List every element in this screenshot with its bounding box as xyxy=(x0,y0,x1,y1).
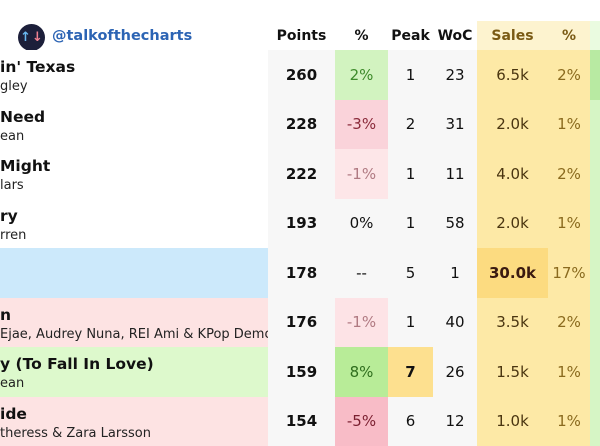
song-title: in' Texas xyxy=(0,58,76,76)
sales-pct: 1% xyxy=(548,198,590,248)
weeks-on-chart: 11 xyxy=(433,149,477,199)
artist-name: ean xyxy=(0,376,25,391)
peak: 1 xyxy=(388,297,433,347)
sales: 4.0k xyxy=(477,149,548,199)
points: 260 xyxy=(268,50,335,100)
peak: 2 xyxy=(388,99,433,149)
peak: 1 xyxy=(388,149,433,199)
next-column xyxy=(590,347,600,397)
col-next xyxy=(590,21,600,50)
points: 159 xyxy=(268,347,335,397)
sales: 30.0k xyxy=(477,248,548,298)
points: 178 xyxy=(268,248,335,298)
points-change: -1% xyxy=(335,297,388,347)
artist-name: lars xyxy=(0,178,24,193)
col-sales: Sales xyxy=(477,21,548,50)
table-row: ide theress & Zara Larsson 154 -5% 6 12 … xyxy=(0,396,600,446)
song-title: y (To Fall In Love) xyxy=(0,355,154,373)
title-cell: n Ejae, Audrey Nuna, REI Ami & KPop Demo xyxy=(0,297,268,347)
title-cell: y (To Fall In Love) ean xyxy=(0,347,268,397)
col-peak: Peak xyxy=(391,28,430,44)
points: 176 xyxy=(268,297,335,347)
weeks-on-chart: 31 xyxy=(433,99,477,149)
sales: 1.0k xyxy=(477,396,548,446)
song-title: ry xyxy=(0,206,18,225)
next-column xyxy=(590,149,600,199)
sales: 3.5k xyxy=(477,297,548,347)
artist-name: gley xyxy=(0,79,28,94)
weeks-on-chart: 40 xyxy=(433,297,477,347)
next-column xyxy=(590,396,600,446)
sales: 2.0k xyxy=(477,99,548,149)
weeks-on-chart: 58 xyxy=(433,198,477,248)
artist-name: ean xyxy=(0,128,25,144)
artist-name: theress & Zara Larsson xyxy=(0,425,151,441)
points: 154 xyxy=(268,396,335,446)
table-row: Might lars 222 -1% 1 11 4.0k 2% xyxy=(0,149,600,199)
weeks-on-chart: 1 xyxy=(433,248,477,298)
sales: 2.0k xyxy=(477,198,548,248)
next-column xyxy=(590,248,600,298)
points-change: -5% xyxy=(335,396,388,446)
table-row: 178 -- 5 1 30.0k 17% xyxy=(0,248,600,298)
title-cell: ide theress & Zara Larsson xyxy=(0,396,268,446)
sales: 1.5k xyxy=(477,347,548,397)
song-title: Might xyxy=(0,157,51,175)
sales-pct: 1% xyxy=(548,99,590,149)
points-change: -1% xyxy=(335,149,388,199)
col-woc: WoC xyxy=(437,28,473,44)
account-handle[interactable]: @talkofthecharts xyxy=(52,28,193,44)
title-cell: Need ean xyxy=(0,99,268,149)
points: 228 xyxy=(268,99,335,149)
sales-pct: 1% xyxy=(548,396,590,446)
points: 193 xyxy=(268,198,335,248)
points-change: 0% xyxy=(335,198,388,248)
title-cell: Might lars xyxy=(0,149,268,199)
col-points: Points xyxy=(276,28,327,44)
peak: 7 xyxy=(388,347,433,397)
sales-pct: 1% xyxy=(548,347,590,397)
table-row: Need ean 228 -3% 2 31 2.0k 1% xyxy=(0,99,600,149)
song-title: ide xyxy=(0,404,27,423)
col-sales-pct: % xyxy=(548,21,590,50)
col-pct: % xyxy=(354,28,369,44)
artist-name: Ejae, Audrey Nuna, REI Ami & KPop Demo xyxy=(0,326,268,342)
title-cell: in' Texas gley xyxy=(0,50,268,100)
points-change: 8% xyxy=(335,347,388,397)
sales-pct: 2% xyxy=(548,149,590,199)
up-down-arrows-icon: ↑ ↓ xyxy=(18,24,45,51)
sales-pct: 2% xyxy=(548,297,590,347)
weeks-on-chart: 23 xyxy=(433,50,477,100)
peak: 6 xyxy=(388,396,433,446)
song-title: Need xyxy=(0,107,46,126)
sales: 6.5k xyxy=(477,50,548,100)
sales-pct: 17% xyxy=(548,248,590,298)
song-title: n xyxy=(0,305,12,324)
table-row: in' Texas gley 260 2% 1 23 6.5k 2% xyxy=(0,50,600,100)
points-change: -3% xyxy=(335,99,388,149)
next-column xyxy=(590,198,600,248)
peak: 1 xyxy=(388,50,433,100)
artist-name: rren xyxy=(0,227,27,243)
weeks-on-chart: 12 xyxy=(433,396,477,446)
table-row: ry rren 193 0% 1 58 2.0k 1% xyxy=(0,198,600,248)
weeks-on-chart: 26 xyxy=(433,347,477,397)
points-change: 2% xyxy=(335,50,388,100)
title-cell: ry rren xyxy=(0,198,268,248)
points-change: -- xyxy=(335,248,388,298)
sales-pct: 2% xyxy=(548,50,590,100)
chart-header: ↑ ↓ @talkofthecharts Points % Peak WoC Sa… xyxy=(0,0,600,51)
table-row: y (To Fall In Love) ean 159 8% 7 26 1.5k… xyxy=(0,347,600,397)
next-column xyxy=(590,50,600,100)
next-column xyxy=(590,297,600,347)
peak: 5 xyxy=(388,248,433,298)
title-cell xyxy=(0,248,268,298)
next-column xyxy=(590,99,600,149)
peak: 1 xyxy=(388,198,433,248)
table-row: n Ejae, Audrey Nuna, REI Ami & KPop Demo… xyxy=(0,297,600,347)
points: 222 xyxy=(268,149,335,199)
